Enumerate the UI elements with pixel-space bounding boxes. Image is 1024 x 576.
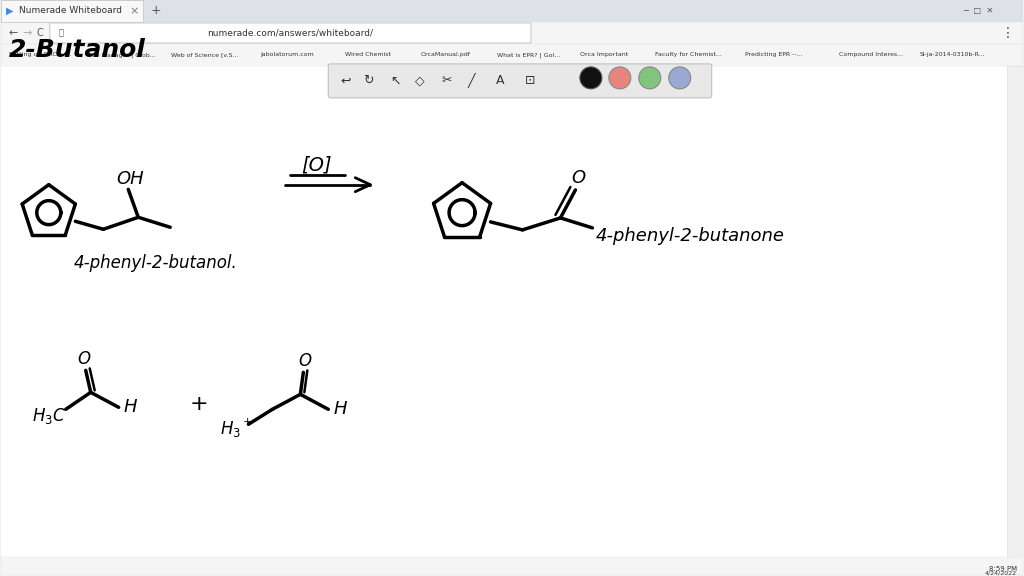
- Circle shape: [580, 67, 602, 89]
- Bar: [1008, 66, 1023, 575]
- Text: Sl-ja-2014-0310b-R...: Sl-ja-2014-0310b-R...: [920, 52, 985, 58]
- FancyBboxPatch shape: [50, 23, 531, 43]
- Text: ✂: ✂: [442, 74, 453, 88]
- Text: File Manager | Glob...: File Manager | Glob...: [89, 52, 156, 58]
- Text: Compound Interes...: Compound Interes...: [840, 52, 903, 58]
- Text: H: H: [334, 400, 347, 418]
- Text: ─  □  ✕: ─ □ ✕: [963, 6, 993, 16]
- Bar: [1, 22, 1023, 44]
- Circle shape: [639, 67, 660, 89]
- Text: H: H: [124, 399, 137, 416]
- Text: ↖: ↖: [390, 74, 400, 88]
- Text: 8:59 PM: 8:59 PM: [989, 566, 1017, 572]
- Circle shape: [669, 67, 691, 89]
- Text: 4-phenyl-2-butanone: 4-phenyl-2-butanone: [595, 226, 784, 245]
- Text: $H_3C$: $H_3C$: [32, 406, 66, 426]
- Text: 2-Butanol: 2-Butanol: [9, 38, 145, 62]
- Text: [O]: [O]: [301, 155, 332, 174]
- Text: ▶: ▶: [6, 6, 13, 16]
- Text: 🔒: 🔒: [58, 28, 63, 37]
- Text: O: O: [299, 353, 312, 370]
- Text: ⊡: ⊡: [524, 74, 536, 88]
- Circle shape: [609, 67, 631, 89]
- Text: Faculty for Chemist...: Faculty for Chemist...: [654, 52, 722, 58]
- Bar: [1, 0, 1023, 22]
- Text: O: O: [77, 350, 90, 369]
- Text: $H_3$: $H_3$: [220, 419, 241, 439]
- Text: O: O: [571, 169, 586, 187]
- Text: OH: OH: [117, 170, 144, 188]
- Bar: [1, 66, 1023, 575]
- Text: What is EPR? | Gol...: What is EPR? | Gol...: [497, 52, 560, 58]
- Text: Numerade Whiteboard: Numerade Whiteboard: [18, 6, 122, 16]
- Text: Wired Chemist: Wired Chemist: [345, 52, 391, 58]
- Text: +: +: [243, 417, 252, 427]
- Text: ↻: ↻: [362, 74, 374, 88]
- Text: →: →: [23, 28, 32, 38]
- Text: Web of Science [v.S...: Web of Science [v.S...: [171, 52, 238, 58]
- Text: ←: ←: [9, 28, 18, 38]
- Text: ↩: ↩: [340, 74, 350, 88]
- Text: ×: ×: [130, 6, 139, 16]
- Text: C: C: [37, 28, 44, 38]
- Text: +: +: [151, 5, 161, 17]
- Text: Predicting EPR --...: Predicting EPR --...: [744, 52, 802, 58]
- Text: 4-phenyl-2-butanol.: 4-phenyl-2-butanol.: [74, 253, 238, 271]
- Bar: [1, 557, 1023, 575]
- Text: A: A: [496, 74, 504, 88]
- FancyBboxPatch shape: [1, 0, 142, 22]
- Text: numerade.com/answers/whiteboard/: numerade.com/answers/whiteboard/: [208, 28, 374, 37]
- Text: 4/24/2022: 4/24/2022: [985, 571, 1017, 575]
- Text: ⋮: ⋮: [1000, 26, 1014, 40]
- Text: Setting up ORCA -...: Setting up ORCA -...: [9, 52, 72, 58]
- Bar: [1, 44, 1023, 66]
- FancyBboxPatch shape: [329, 64, 712, 98]
- Text: jabolatorum.com: jabolatorum.com: [260, 52, 314, 58]
- Text: +: +: [189, 395, 208, 414]
- Text: Orca Important: Orca Important: [580, 52, 628, 58]
- Text: OrcaManual.pdf: OrcaManual.pdf: [420, 52, 470, 58]
- Text: ◇: ◇: [416, 74, 425, 88]
- Text: ╱: ╱: [467, 73, 475, 89]
